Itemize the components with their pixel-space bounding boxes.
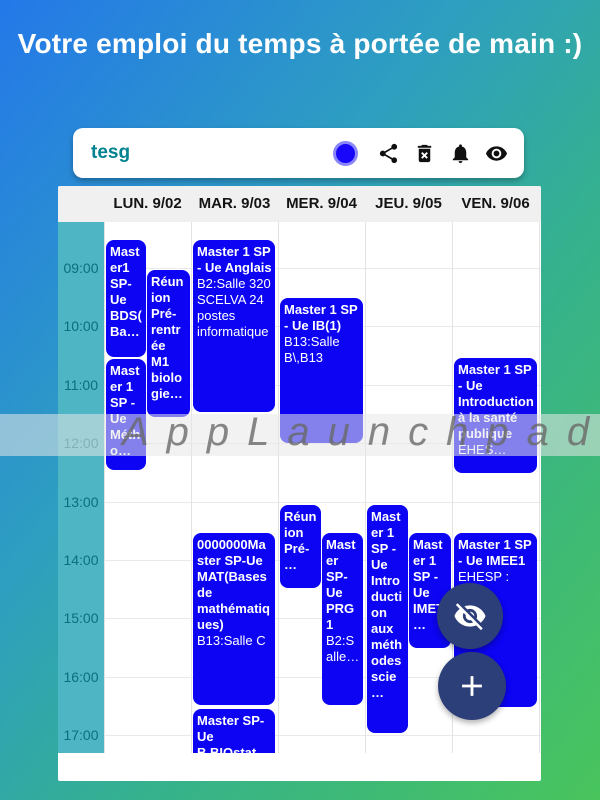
hour-gridline	[104, 735, 541, 737]
event-block[interactable]: Master 1 SP - Ue Introduction aux méthod…	[367, 505, 408, 733]
time-label: 11:00	[64, 376, 98, 393]
column-gridline	[452, 222, 453, 753]
event-block[interactable]: Master SP-Ue B.BIOstat…	[193, 709, 275, 753]
day-header-row: LUN. 9/02 MAR. 9/03 MER. 9/04 JEU. 9/05 VEN.…	[58, 186, 541, 222]
time-label: 09:00	[63, 260, 99, 276]
delete-icon[interactable]	[413, 142, 436, 165]
event-title: Master 1 SP - Ue Anglais	[197, 244, 272, 275]
event-location: EHESP :	[458, 569, 510, 584]
add-event-fab[interactable]	[438, 652, 506, 720]
event-title: Master 1 SP - Ue Introduction aux méthod…	[371, 509, 403, 700]
event-block[interactable]: Master SP-Ue PRG 1 B2:Salle…	[322, 533, 363, 705]
column-gridline	[365, 222, 366, 753]
event-block[interactable]: Master 1 SP - Ue Anglais B2:Salle 320 SCE…	[193, 240, 275, 412]
event-location: B13:Salle B\,B13	[284, 334, 340, 365]
hide-events-fab[interactable]	[437, 583, 503, 649]
time-label: 16:00	[63, 668, 99, 685]
week-calendar: LUN. 9/02 MAR. 9/03 MER. 9/04 JEU. 9/05 VEN.…	[58, 186, 541, 781]
plus-icon	[462, 676, 482, 696]
schedule-name: tesg	[91, 142, 131, 163]
time-label: 15:00	[63, 610, 99, 627]
event-block[interactable]: Réunion Pré-rentrée M1 biologie…	[147, 270, 190, 417]
hour-gridline	[104, 268, 541, 269]
page-title: Votre emploi du temps à portée de main :…	[17, 28, 583, 59]
day-header: MER. 9/04	[286, 195, 357, 212]
event-location: B2:Salle 320 SCELVA 24 postes informatiq…	[197, 276, 271, 339]
toolbar-actions	[333, 140, 508, 166]
time-label: 17:00	[63, 727, 99, 744]
column-gridline	[191, 222, 192, 753]
eye-off-icon	[454, 603, 486, 631]
event-title: Master SP-Ue PRG 1	[326, 537, 356, 632]
hour-gridline	[104, 501, 541, 503]
column-gridline	[278, 222, 279, 753]
time-gutter	[58, 222, 104, 753]
share-icon[interactable]	[377, 142, 400, 165]
event-title: Master 1 SP - Ue IMEE1	[458, 537, 532, 568]
watermark: AppLaunchpad	[0, 414, 600, 456]
eye-icon[interactable]	[485, 142, 508, 165]
event-title: Réunion Pré-…	[284, 509, 317, 572]
time-label: 10:00	[63, 318, 99, 335]
event-title: Réunion Pré-rentrée M1 biologie…	[151, 274, 184, 401]
event-location: B13:Salle C	[197, 633, 266, 648]
day-header: JEU. 9/05	[375, 195, 442, 212]
event-title: Master 1 SP - Ue IB(1)	[284, 302, 358, 333]
event-title: Master SP-Ue B.BIOstat…	[197, 713, 270, 753]
time-label: 13:00	[63, 493, 99, 510]
event-block[interactable]: 0000000Master SP-Ue MAT(Bases de mathéma…	[193, 533, 275, 705]
day-header: MAR. 9/03	[198, 195, 271, 212]
column-gridline	[104, 222, 105, 753]
event-location: B2:Salle…	[326, 633, 360, 664]
watermark-text: AppLaunchpad	[122, 414, 600, 454]
event-block[interactable]: Master1 SP-Ue BDS(Ba…	[106, 240, 146, 357]
day-header: LUN. 9/02	[113, 195, 182, 212]
app-toolbar: tesg	[73, 128, 524, 178]
bell-icon[interactable]	[449, 142, 472, 165]
event-block[interactable]: Réunion Pré-…	[280, 505, 321, 588]
color-dot-button[interactable]	[333, 140, 358, 166]
time-label: 14:00	[63, 552, 99, 568]
event-title: 0000000Master SP-Ue MAT(Bases de mathéma…	[197, 537, 270, 632]
column-gridline	[539, 222, 540, 753]
event-title: Master 1 SP - Ue IMET…	[413, 537, 445, 632]
event-title: Master1 SP-Ue BDS(Ba…	[110, 244, 142, 339]
day-header: VEN. 9/06	[461, 195, 530, 212]
